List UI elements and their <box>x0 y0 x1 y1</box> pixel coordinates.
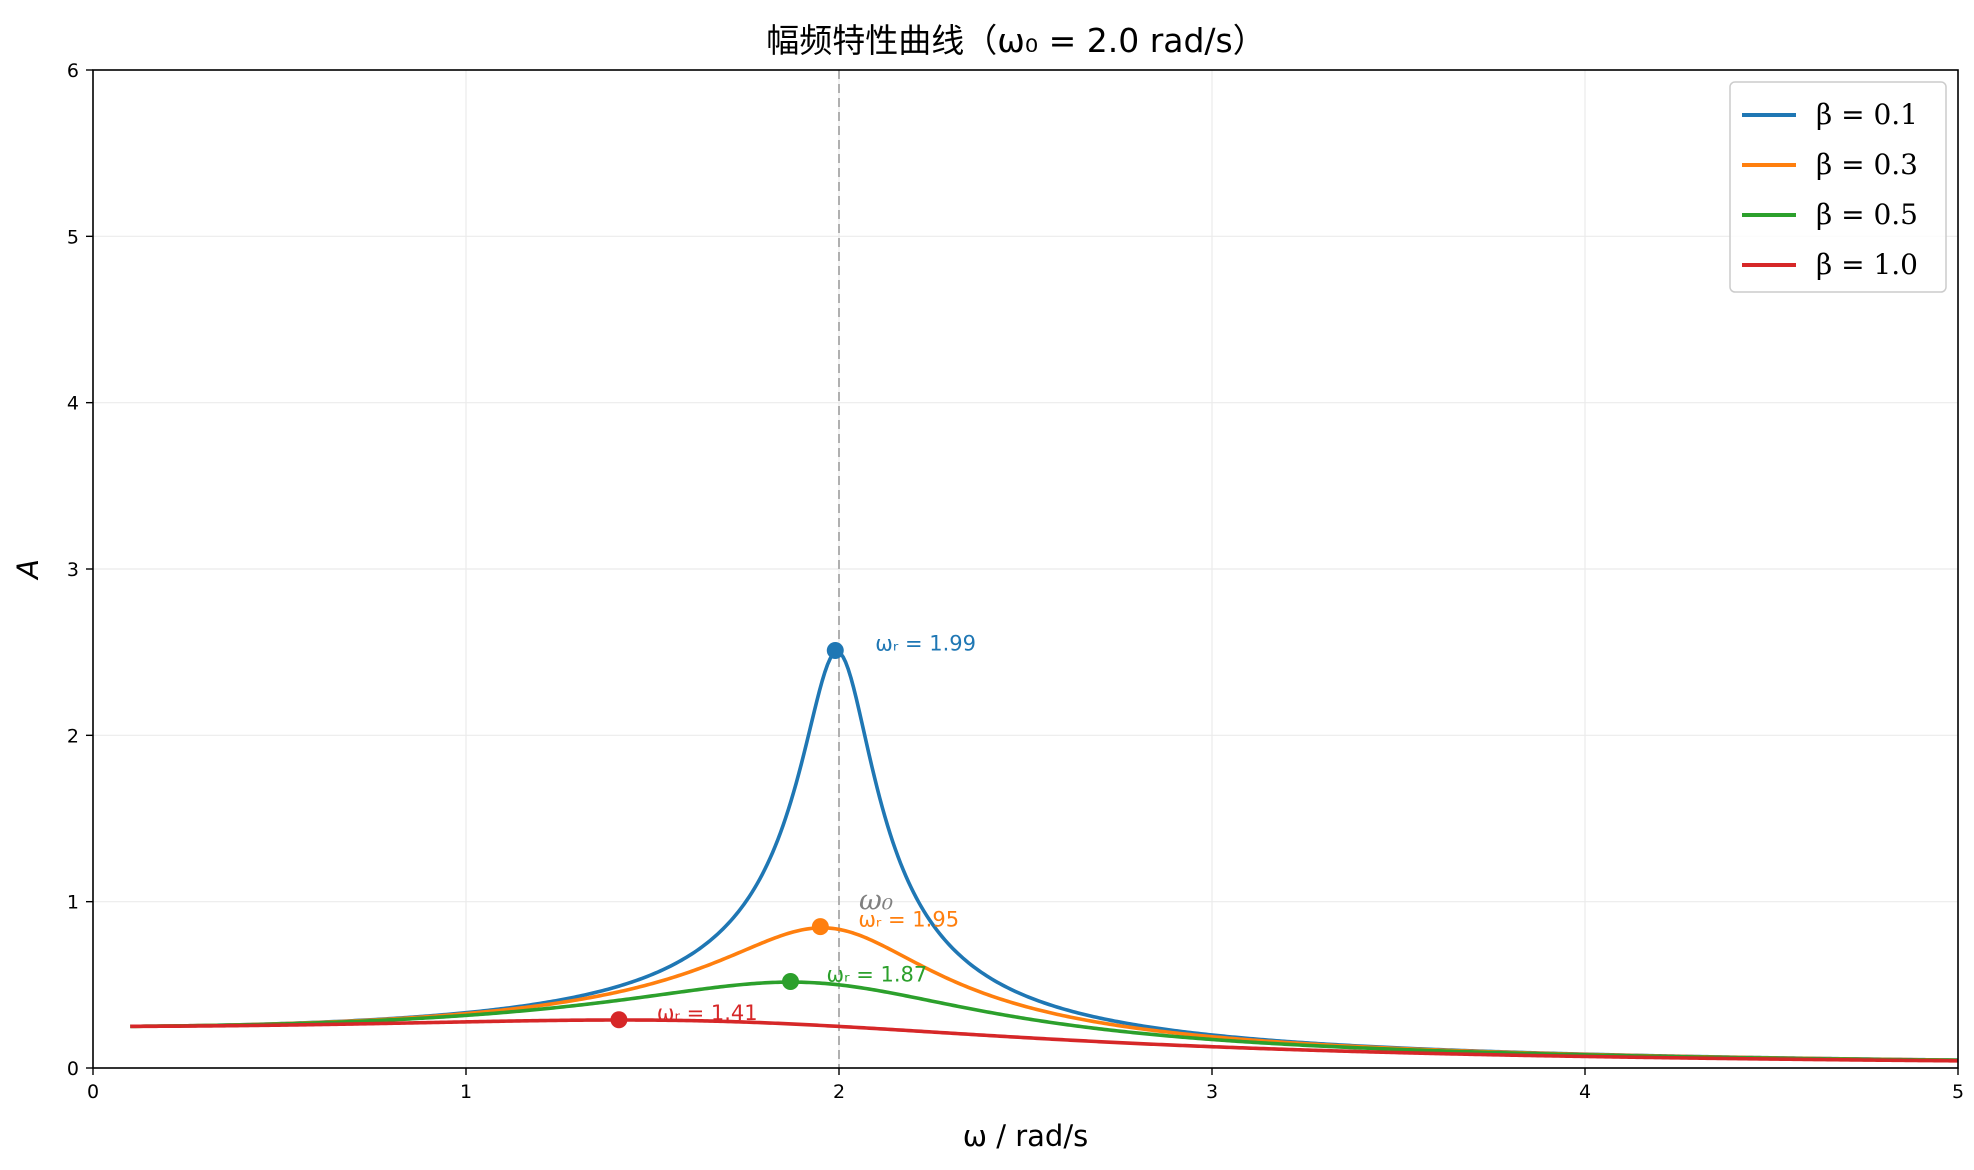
series-line-beta-1 <box>130 1018 1959 1063</box>
legend-label: β = 0.3 <box>1816 148 1918 181</box>
peak-marker <box>610 1011 628 1029</box>
peak-label: ωᵣ = 1.99 <box>875 632 976 656</box>
x-tick-label: 3 <box>1206 1081 1218 1103</box>
peak-label: ωᵣ = 1.95 <box>858 908 959 932</box>
peak-marker <box>782 973 800 991</box>
omega0-label: ω₀ <box>859 884 893 917</box>
legend-label: β = 1.0 <box>1816 248 1918 281</box>
legend: β = 0.1 β = 0.3 β = 0.5 β = 1.0 <box>1729 81 1947 293</box>
x-tick-label: 2 <box>833 1081 845 1103</box>
series-layer <box>130 649 1959 1063</box>
y-tick-label: 1 <box>67 892 79 914</box>
y-tick-label: 2 <box>67 725 79 747</box>
y-tick-label: 0 <box>67 1058 79 1080</box>
peak-label: ωᵣ = 1.41 <box>657 1001 758 1025</box>
y-tick-label: 3 <box>67 559 79 581</box>
omega0-reference: ω₀ <box>838 70 893 1068</box>
x-tick-label: 4 <box>1579 1081 1591 1103</box>
legend-label: β = 0.1 <box>1816 98 1918 131</box>
x-tick-label: 1 <box>460 1081 472 1103</box>
x-tick-label: 5 <box>1952 1081 1964 1103</box>
chart-title: 幅频特性曲线（ω₀ = 2.0 rad/s） <box>766 21 1266 60</box>
legend-box <box>1729 81 1947 293</box>
y-tick-label: 6 <box>67 60 79 82</box>
peak-annotations: ωᵣ = 1.99 ωᵣ = 1.95 ωᵣ = 1.87 ωᵣ = 1.41 <box>610 632 976 1029</box>
peak-marker <box>826 642 844 660</box>
y-axis-label: A <box>11 559 45 581</box>
y-tick-label: 5 <box>67 226 79 248</box>
axis-ticks: 0 1 2 3 4 5 0 1 2 3 4 5 6 <box>67 60 1964 1103</box>
peak-label: ωᵣ = 1.87 <box>827 963 928 987</box>
legend-label: β = 0.5 <box>1816 198 1918 231</box>
peak-marker <box>811 918 829 936</box>
y-tick-label: 4 <box>67 393 79 415</box>
x-axis-label: ω / rad/s <box>963 1119 1088 1153</box>
x-tick-label: 0 <box>87 1081 99 1103</box>
